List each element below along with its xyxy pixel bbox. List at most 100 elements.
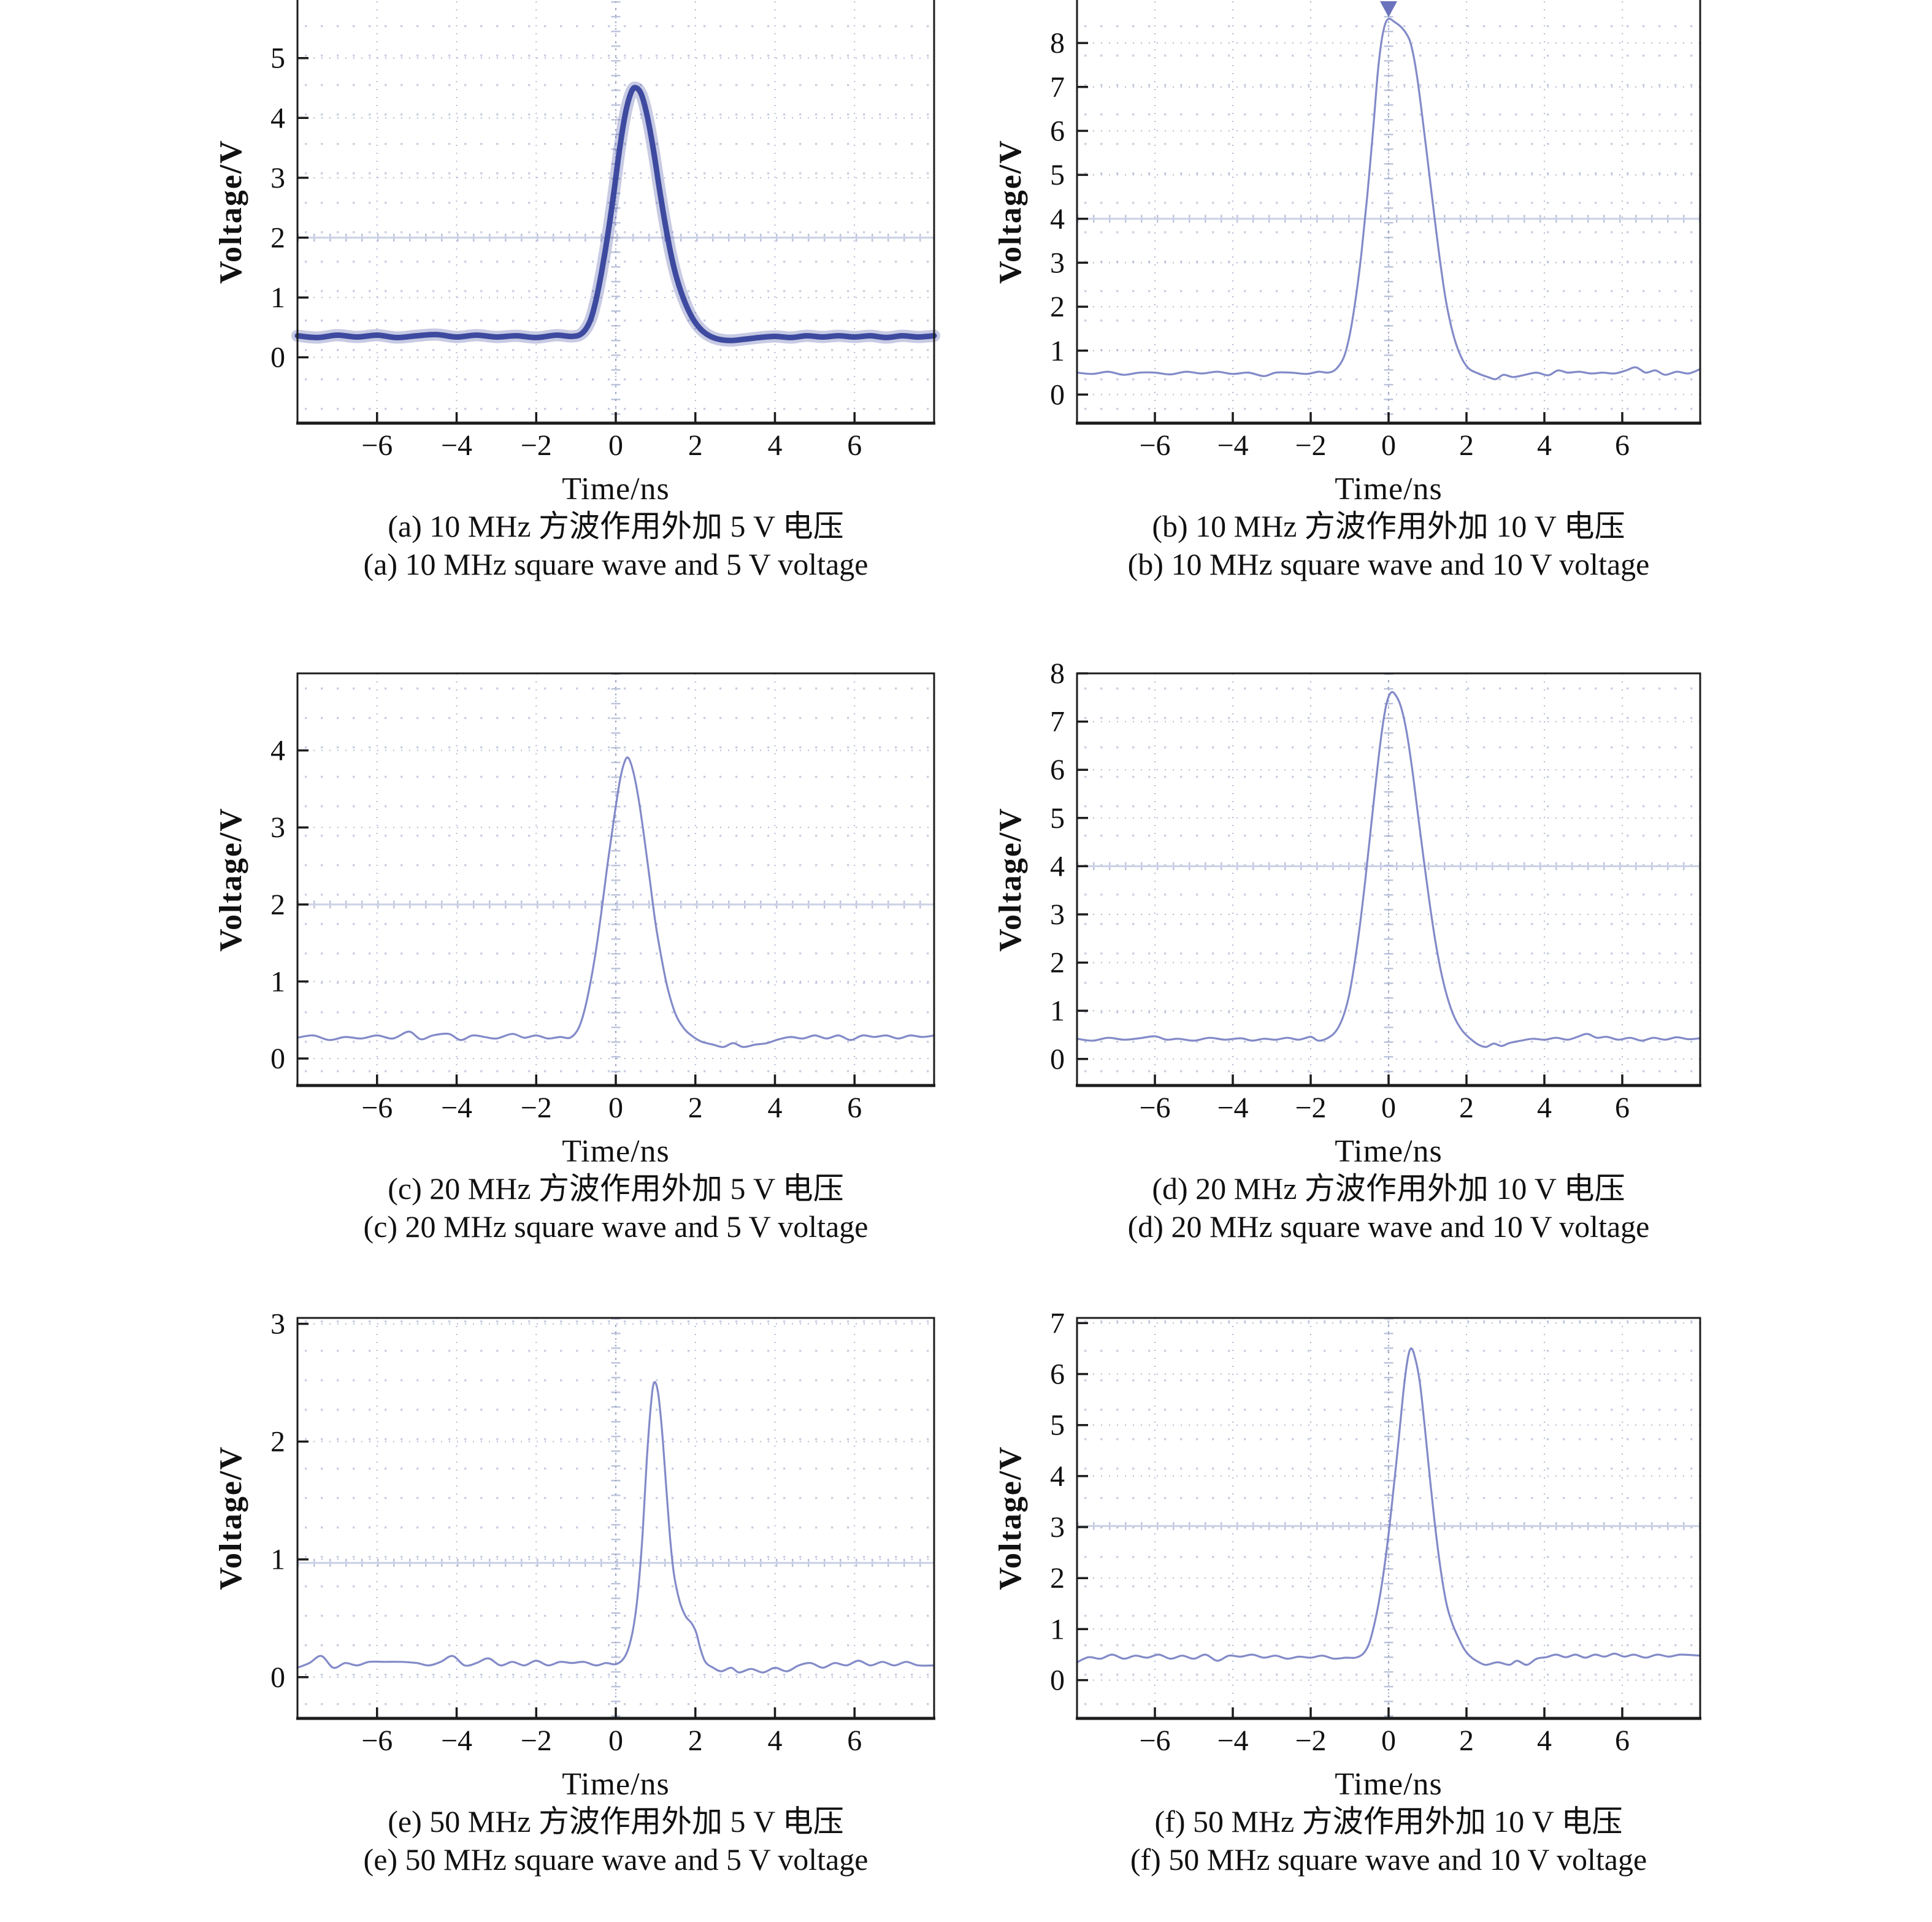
y-tick-label: 3 <box>270 811 285 844</box>
x-tick-label: 2 <box>688 1725 703 1757</box>
x-tick-label: −4 <box>441 1725 472 1757</box>
y-tick-label: 8 <box>1050 27 1065 59</box>
trace-line <box>1076 18 1701 380</box>
x-tick-label: −2 <box>521 1725 552 1757</box>
y-tick-label: 4 <box>270 102 285 134</box>
subplot-f: −6 −4 −2 0 2 4 6 0 1 2 3 4 5 6 7 <box>1050 1307 1701 1757</box>
y-tick-label: 0 <box>1050 1043 1065 1076</box>
y-tick-label: 1 <box>1050 995 1065 1027</box>
caption-en: (a) 10 MHz square wave and 5 V voltage <box>363 547 868 581</box>
x-tick-label: −4 <box>441 429 472 462</box>
y-axis-label: Voltage/V <box>993 139 1028 284</box>
trace-line <box>294 85 937 343</box>
x-tick-label: 2 <box>1459 1725 1474 1757</box>
x-axis-label: Time/ns <box>1335 472 1443 507</box>
caption-en: (c) 20 MHz square wave and 5 V voltage <box>363 1209 868 1244</box>
x-tick-label: 0 <box>608 1092 623 1124</box>
x-axis-label: Time/ns <box>1335 1134 1443 1169</box>
x-tick-label: −6 <box>1139 429 1170 462</box>
x-tick-label: 6 <box>1615 429 1630 462</box>
x-tick-label: 2 <box>688 429 703 462</box>
x-tick-label: 4 <box>768 1092 783 1124</box>
x-tick-label: 0 <box>608 1725 623 1757</box>
trace-line <box>296 756 935 1048</box>
y-tick-label: 6 <box>1050 754 1065 786</box>
x-axis-label: Time/ns <box>562 1134 670 1169</box>
x-tick-label: −6 <box>1139 1092 1170 1124</box>
x-tick-label: 4 <box>768 1725 783 1757</box>
trace-line <box>1076 691 1701 1048</box>
subplot-d: −6 −4 −2 0 2 4 6 0 1 2 3 4 5 6 7 8 <box>1050 657 1701 1124</box>
y-tick-label: 3 <box>270 1308 285 1341</box>
y-tick-label: 7 <box>1050 71 1065 104</box>
y-tick-label: 0 <box>1050 378 1065 411</box>
x-tick-label: −6 <box>361 1092 393 1124</box>
x-tick-label: −4 <box>441 1092 472 1124</box>
x-tick-label: 4 <box>1537 1725 1552 1757</box>
trigger-marker-icon <box>1380 1 1397 17</box>
y-tick-label: 7 <box>1050 706 1065 738</box>
x-tick-label: −4 <box>1217 429 1248 462</box>
y-tick-label: 2 <box>1050 1562 1065 1595</box>
x-tick-label: 0 <box>608 429 623 462</box>
caption-en: (e) 50 MHz square wave and 5 V voltage <box>363 1842 868 1877</box>
caption-zh: (c) 20 MHz 方波作用外加 5 V 电压 <box>388 1171 844 1206</box>
x-tick-label: −6 <box>361 1725 393 1757</box>
y-tick-label: 3 <box>270 162 285 194</box>
x-axis-label: Time/ns <box>1335 1767 1443 1802</box>
y-tick-label: 0 <box>270 1043 285 1075</box>
y-tick-label: 1 <box>270 965 285 998</box>
x-tick-label: 6 <box>847 429 862 462</box>
y-tick-label: 4 <box>1050 203 1065 235</box>
y-tick-label: 0 <box>270 1661 285 1694</box>
x-tick-label: 0 <box>1381 1092 1396 1124</box>
y-tick-label: 3 <box>1050 898 1065 931</box>
caption-zh: (f) 50 MHz 方波作用外加 10 V 电压 <box>1154 1804 1623 1839</box>
x-tick-label: 6 <box>847 1725 862 1757</box>
y-tick-label: 1 <box>270 281 285 314</box>
x-tick-label: −2 <box>521 429 552 462</box>
caption-zh: (a) 10 MHz 方波作用外加 5 V 电压 <box>388 509 844 543</box>
x-tick-label: 0 <box>1381 1725 1396 1757</box>
y-tick-label: 5 <box>1050 1409 1065 1442</box>
subplot-b: −6 −4 −2 0 2 4 6 0 1 2 3 4 5 6 7 8 <box>1050 0 1701 462</box>
x-tick-label: −2 <box>521 1092 552 1124</box>
x-tick-label: −2 <box>1295 1725 1326 1757</box>
caption-zh: (b) 10 MHz 方波作用外加 10 V 电压 <box>1152 509 1625 543</box>
caption-zh: (e) 50 MHz 方波作用外加 5 V 电压 <box>388 1804 844 1839</box>
y-tick-label: 3 <box>1050 247 1065 279</box>
y-axis-label: Voltage/V <box>213 139 248 284</box>
y-tick-label: 1 <box>1050 1613 1065 1645</box>
x-axis-label: Time/ns <box>562 472 670 507</box>
x-tick-label: 0 <box>1381 429 1396 462</box>
x-tick-label: −6 <box>1139 1725 1170 1757</box>
x-tick-label: 2 <box>688 1092 703 1124</box>
subplot-a: −6 −4 −2 0 2 4 6 0 1 2 3 4 5 <box>270 0 940 462</box>
x-tick-label: 4 <box>768 429 783 462</box>
y-tick-label: 4 <box>1050 1460 1065 1493</box>
x-tick-label: −2 <box>1295 429 1326 462</box>
y-axis-label: Voltage/V <box>993 807 1028 952</box>
x-tick-label: −4 <box>1217 1725 1248 1757</box>
y-tick-label: 1 <box>270 1544 285 1576</box>
y-tick-label: 7 <box>1050 1307 1065 1339</box>
caption-en: (d) 20 MHz square wave and 10 V voltage <box>1127 1209 1650 1244</box>
y-tick-label: 2 <box>1050 291 1065 323</box>
x-tick-label: 2 <box>1459 429 1474 462</box>
x-tick-label: 4 <box>1537 1092 1552 1124</box>
y-tick-label: 2 <box>270 889 285 921</box>
y-tick-label: 5 <box>270 42 285 75</box>
y-tick-label: 0 <box>270 342 285 374</box>
subplot-e: −6 −4 −2 0 2 4 6 0 1 2 3 <box>270 1308 935 1757</box>
y-tick-label: 5 <box>1050 802 1065 835</box>
x-tick-label: −4 <box>1217 1092 1248 1124</box>
y-tick-label: 6 <box>1050 1358 1065 1391</box>
x-tick-label: 6 <box>847 1092 862 1124</box>
y-tick-label: 2 <box>270 221 285 254</box>
y-tick-label: 5 <box>1050 159 1065 191</box>
x-tick-label: 4 <box>1537 429 1552 462</box>
y-tick-label: 3 <box>1050 1511 1065 1544</box>
x-tick-label: 6 <box>1615 1092 1630 1124</box>
caption-en: (f) 50 MHz square wave and 10 V voltage <box>1130 1842 1647 1877</box>
